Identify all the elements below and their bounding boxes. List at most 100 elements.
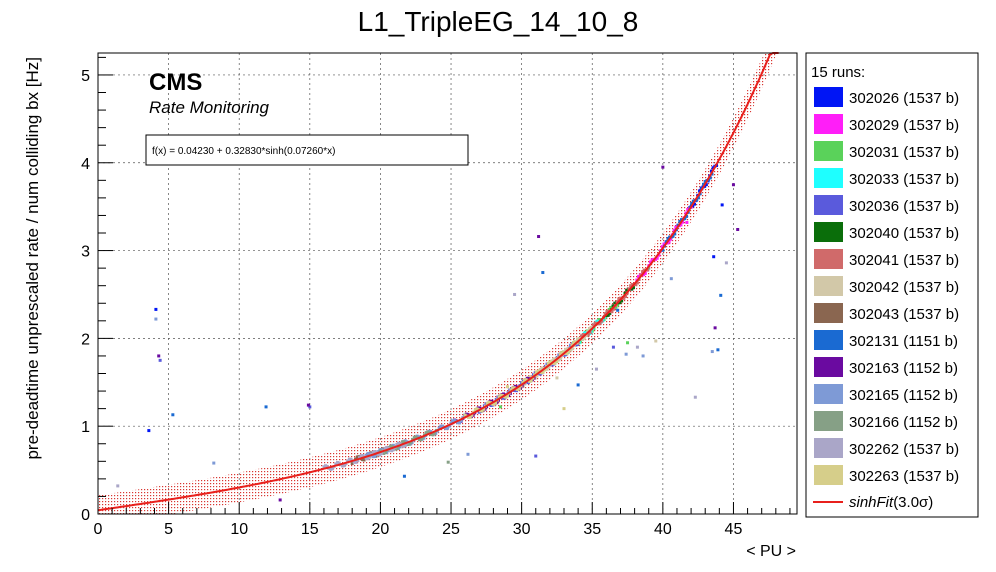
data-point xyxy=(664,240,668,244)
data-point xyxy=(383,446,387,450)
data-point xyxy=(581,337,585,341)
data-point xyxy=(672,228,676,232)
y-tick-label: 0 xyxy=(81,507,90,524)
data-point xyxy=(691,199,695,203)
data-point xyxy=(589,325,593,329)
data-point xyxy=(567,350,571,354)
legend: 15 runs: 302026 (1537 b) 302029 (1537 b) 3… xyxy=(805,52,979,518)
data-point xyxy=(516,388,520,392)
data-point xyxy=(576,337,580,341)
x-tick-label: 40 xyxy=(654,521,672,538)
legend-label: 302163 (1152 b) xyxy=(849,360,958,377)
data-point xyxy=(500,393,504,397)
legend-swatch xyxy=(814,168,843,188)
data-point xyxy=(577,336,581,340)
legend-swatch xyxy=(814,384,843,404)
data-point xyxy=(475,407,479,411)
data-point xyxy=(536,369,540,373)
legend-swatch xyxy=(814,222,843,242)
data-point xyxy=(695,198,699,202)
legend-fit-label-main: sinhFit xyxy=(849,494,894,511)
outlier-point xyxy=(724,261,728,265)
outlier-point xyxy=(506,385,510,389)
data-point xyxy=(596,319,600,323)
outlier-point xyxy=(308,405,312,409)
data-point xyxy=(708,176,712,180)
legend-label: 302033 (1537 b) xyxy=(849,171,959,188)
data-point xyxy=(441,424,445,428)
data-point xyxy=(538,367,542,371)
data-point xyxy=(709,169,713,173)
legend-label: 302165 (1152 b) xyxy=(849,387,958,404)
data-point xyxy=(690,201,694,205)
data-point xyxy=(657,253,661,257)
data-point xyxy=(433,431,437,435)
data-point xyxy=(378,449,382,453)
data-point xyxy=(681,220,685,224)
data-point xyxy=(598,321,602,325)
data-point xyxy=(603,312,607,316)
data-point xyxy=(388,448,392,452)
legend-label: 302262 (1537 b) xyxy=(849,441,959,458)
x-tick-label: 25 xyxy=(442,521,460,538)
outlier-point xyxy=(635,345,639,349)
y-tick-label: 1 xyxy=(81,419,90,436)
data-point xyxy=(574,343,578,347)
legend-label: 302040 (1537 b) xyxy=(849,225,959,242)
data-point xyxy=(492,402,496,406)
data-point xyxy=(447,424,451,428)
data-point xyxy=(711,166,715,170)
data-point xyxy=(395,447,399,451)
x-tick-label: 45 xyxy=(725,521,743,538)
data-point xyxy=(356,458,360,462)
outlier-point xyxy=(661,165,665,169)
data-point xyxy=(679,223,683,227)
data-point xyxy=(371,455,375,459)
outlier-point xyxy=(576,383,580,387)
y-tick-label: 4 xyxy=(81,156,90,173)
data-point xyxy=(696,196,700,200)
data-point xyxy=(337,461,341,465)
data-point xyxy=(347,457,351,461)
outlier-point xyxy=(498,405,502,409)
outlier-point xyxy=(541,271,545,275)
data-point xyxy=(609,305,613,309)
data-point xyxy=(588,330,592,334)
data-point xyxy=(613,301,617,305)
data-point xyxy=(593,321,597,325)
data-point xyxy=(552,357,556,361)
data-point xyxy=(494,401,498,405)
outlier-point xyxy=(654,339,658,343)
data-point xyxy=(703,180,707,184)
outlier-point xyxy=(616,308,620,312)
data-point xyxy=(611,304,615,308)
data-point xyxy=(550,363,554,367)
data-point xyxy=(642,268,646,272)
data-point xyxy=(545,367,549,371)
outlier-point xyxy=(466,452,470,456)
data-point xyxy=(330,467,334,471)
outlier-point xyxy=(534,454,538,458)
data-point xyxy=(587,327,591,331)
data-point xyxy=(550,359,554,363)
data-point xyxy=(473,408,477,412)
x-tick-label: 20 xyxy=(372,521,390,538)
data-point xyxy=(646,268,650,272)
data-point xyxy=(359,454,363,458)
x-tick-label: 0 xyxy=(94,521,103,538)
data-point xyxy=(378,453,382,457)
data-point xyxy=(364,456,368,460)
data-point xyxy=(412,435,416,439)
data-point xyxy=(607,308,611,312)
data-point xyxy=(535,374,539,378)
data-point xyxy=(543,368,547,372)
plot-frame xyxy=(97,52,798,515)
data-point xyxy=(650,258,654,262)
data-point xyxy=(512,386,516,390)
data-point xyxy=(522,378,526,382)
data-point xyxy=(679,218,683,222)
data-point xyxy=(373,454,377,458)
data-point xyxy=(627,287,631,291)
data-point xyxy=(558,352,562,356)
